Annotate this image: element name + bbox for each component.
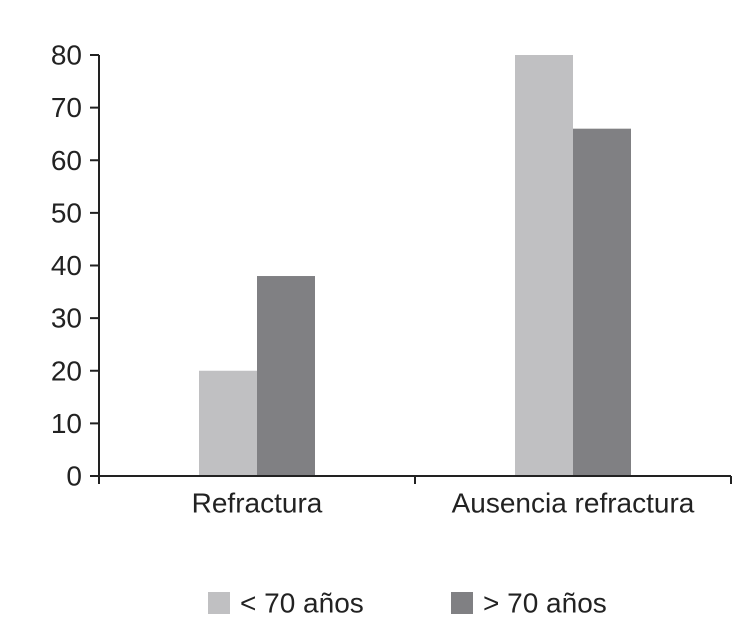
bars-layer xyxy=(199,55,631,477)
legend-label: < 70 años xyxy=(240,588,364,619)
bar-1-2 xyxy=(515,55,573,476)
x-category-label: Ausencia refractura xyxy=(452,488,695,519)
x-category-label: Refractura xyxy=(192,488,323,519)
y-tick-label: 70 xyxy=(51,92,82,123)
labels-layer: 0 10 20 30 40 50 60 70 80 Refractura Ausencia refr… xyxy=(51,40,695,519)
y-tick-label: 0 xyxy=(66,461,82,492)
y-tick-label: 20 xyxy=(51,355,82,386)
y-tick-label: 30 xyxy=(51,303,82,334)
bar-2-1 xyxy=(257,276,315,476)
y-tick-label: 10 xyxy=(51,408,82,439)
bar-2-2 xyxy=(573,128,631,477)
y-tick-label: 60 xyxy=(51,145,82,176)
y-tick-label: 50 xyxy=(51,197,82,228)
legend-swatch xyxy=(208,592,230,614)
legend-label: > 70 años xyxy=(483,588,607,619)
bar-1-1 xyxy=(199,370,257,476)
axes-layer xyxy=(90,54,732,484)
legend-swatch xyxy=(451,592,473,614)
legend: < 70 años > 70 años xyxy=(208,588,607,619)
y-tick-label: 80 xyxy=(51,40,82,71)
y-tick-label: 40 xyxy=(51,250,82,281)
